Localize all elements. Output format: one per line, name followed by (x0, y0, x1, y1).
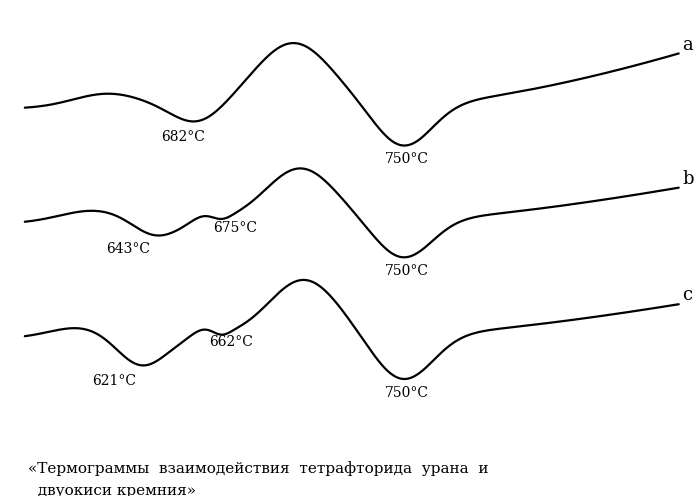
Text: 621°C: 621°C (92, 374, 136, 388)
Text: 750°C: 750°C (385, 152, 429, 167)
Text: 682°C: 682°C (161, 130, 205, 144)
Text: a: a (682, 36, 693, 54)
Text: 662°C: 662°C (209, 335, 253, 349)
Text: 643°C: 643°C (106, 243, 150, 256)
Text: 675°C: 675°C (213, 221, 257, 236)
Text: 750°C: 750°C (385, 386, 429, 400)
Text: «Термограммы  взаимодействия  тетрафторида  урана  и: «Термограммы взаимодействия тетрафторида… (28, 461, 489, 476)
Text: двуокиси кремния»: двуокиси кремния» (28, 484, 196, 496)
Text: 750°C: 750°C (385, 264, 429, 278)
Text: b: b (682, 170, 694, 187)
Text: c: c (682, 286, 692, 304)
